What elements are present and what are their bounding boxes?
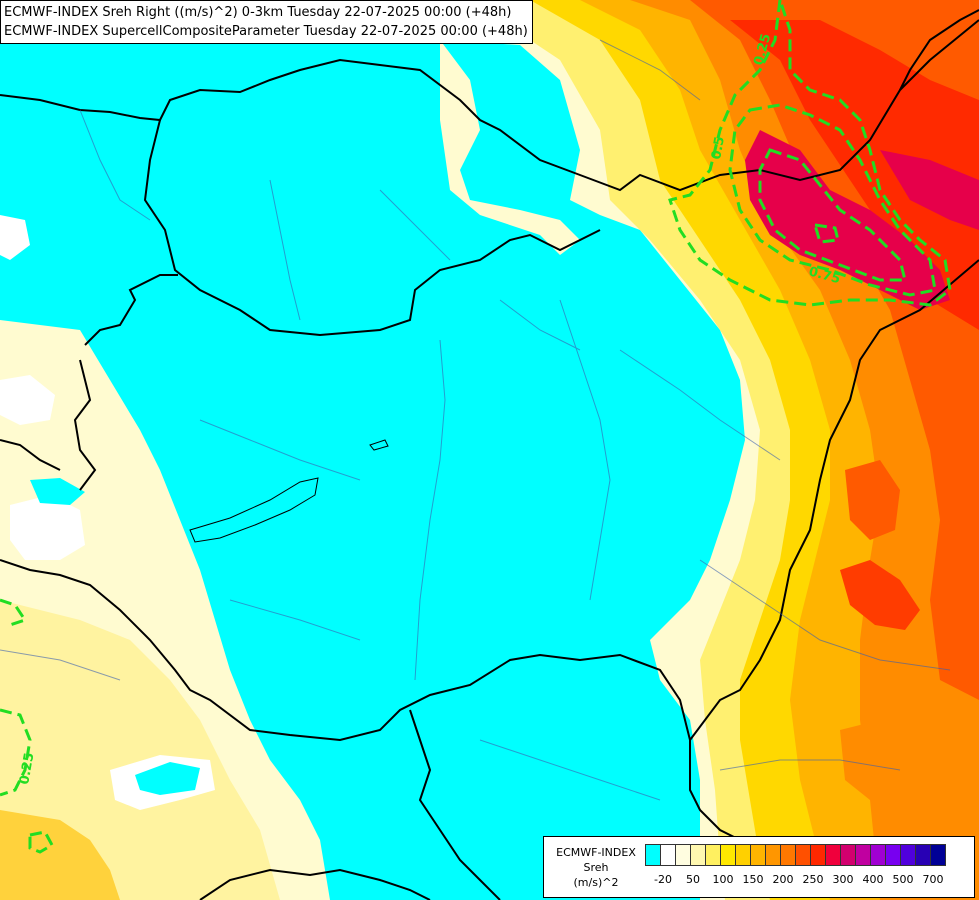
legend-swatch (690, 844, 706, 866)
legend-tick-label: 50 (686, 873, 700, 886)
legend-swatch (810, 844, 826, 866)
legend-swatch (705, 844, 721, 866)
legend-swatch (930, 844, 946, 866)
legend-tick-label: 500 (892, 873, 914, 886)
title-line-scp: ECMWF-INDEX SupercellCompositeParameter … (4, 24, 528, 39)
legend-tick-label: 300 (832, 873, 854, 886)
east-magenta-east (880, 150, 979, 230)
legend-swatch (765, 844, 781, 866)
legend-swatch (660, 844, 676, 866)
legend-unit: (m/s)^2 (573, 876, 619, 889)
far-southwest-orange (0, 810, 120, 900)
southeast-red-cell-2 (845, 460, 900, 540)
legend-swatch (885, 844, 901, 866)
legend-tick-label: 150 (742, 873, 764, 886)
legend-swatch (795, 844, 811, 866)
north-cyan-intrusion (420, 60, 440, 82)
legend-swatch (735, 844, 751, 866)
north-pale-patch (440, 40, 580, 255)
rivers-regions (0, 39, 951, 801)
legend-title: ECMWF-INDEX Sreh (m/s)^2 (550, 845, 642, 890)
contour-label-05: 0.5 (709, 135, 728, 160)
legend-swatch (915, 844, 931, 866)
legend-swatch (720, 844, 736, 866)
legend-param: Sreh (583, 861, 609, 874)
southeast-orange-cell (840, 720, 915, 800)
legend-ticks: -20 50 100 150 200 250 300 400 500 700 (646, 873, 966, 889)
west-cyan-patch (30, 478, 85, 505)
small-lake (369, 439, 389, 451)
legend-tick-label: 400 (862, 873, 884, 886)
title-line-sreh: ECMWF-INDEX Sreh Right ((m/s)^2) 0-3km T… (4, 5, 512, 20)
legend-model: ECMWF-INDEX (556, 846, 636, 859)
legend-swatch (855, 844, 871, 866)
southeast-red-cell (840, 560, 920, 630)
map-title-box: ECMWF-INDEX Sreh Right ((m/s)^2) 0-3km T… (0, 0, 533, 44)
legend-tick-label: 100 (712, 873, 734, 886)
west-edge-white (0, 215, 30, 260)
legend-tick-label: 700 (922, 873, 944, 886)
contour-labels: 0.25 0.5 0.75 0.25 (17, 32, 842, 786)
legend-color-bar (645, 844, 946, 866)
legend-swatch (870, 844, 886, 866)
west-white-patch (0, 375, 55, 425)
legend-swatch (900, 844, 916, 866)
contour-label-025-west: 0.25 (17, 751, 37, 785)
legend-swatch (645, 844, 661, 866)
west-white-patch-2 (10, 495, 85, 560)
southwest-cyan-patch (135, 762, 200, 795)
legend-swatch (675, 844, 691, 866)
legend-swatch (780, 844, 796, 866)
country-borders (0, 9, 979, 900)
east-magenta-core (745, 130, 950, 310)
legend-swatch (825, 844, 841, 866)
color-legend: ECMWF-INDEX Sreh (m/s)^2 -20 50 100 150 200 2… (543, 836, 975, 898)
legend-tick-label: 250 (802, 873, 824, 886)
west-yellow-region (0, 600, 280, 900)
lake-outline (189, 477, 319, 543)
legend-swatch (750, 844, 766, 866)
legend-swatch (840, 844, 856, 866)
scp-contours (0, 0, 952, 854)
legend-tick-label: -20 (654, 873, 672, 886)
legend-tick-label: 200 (772, 873, 794, 886)
